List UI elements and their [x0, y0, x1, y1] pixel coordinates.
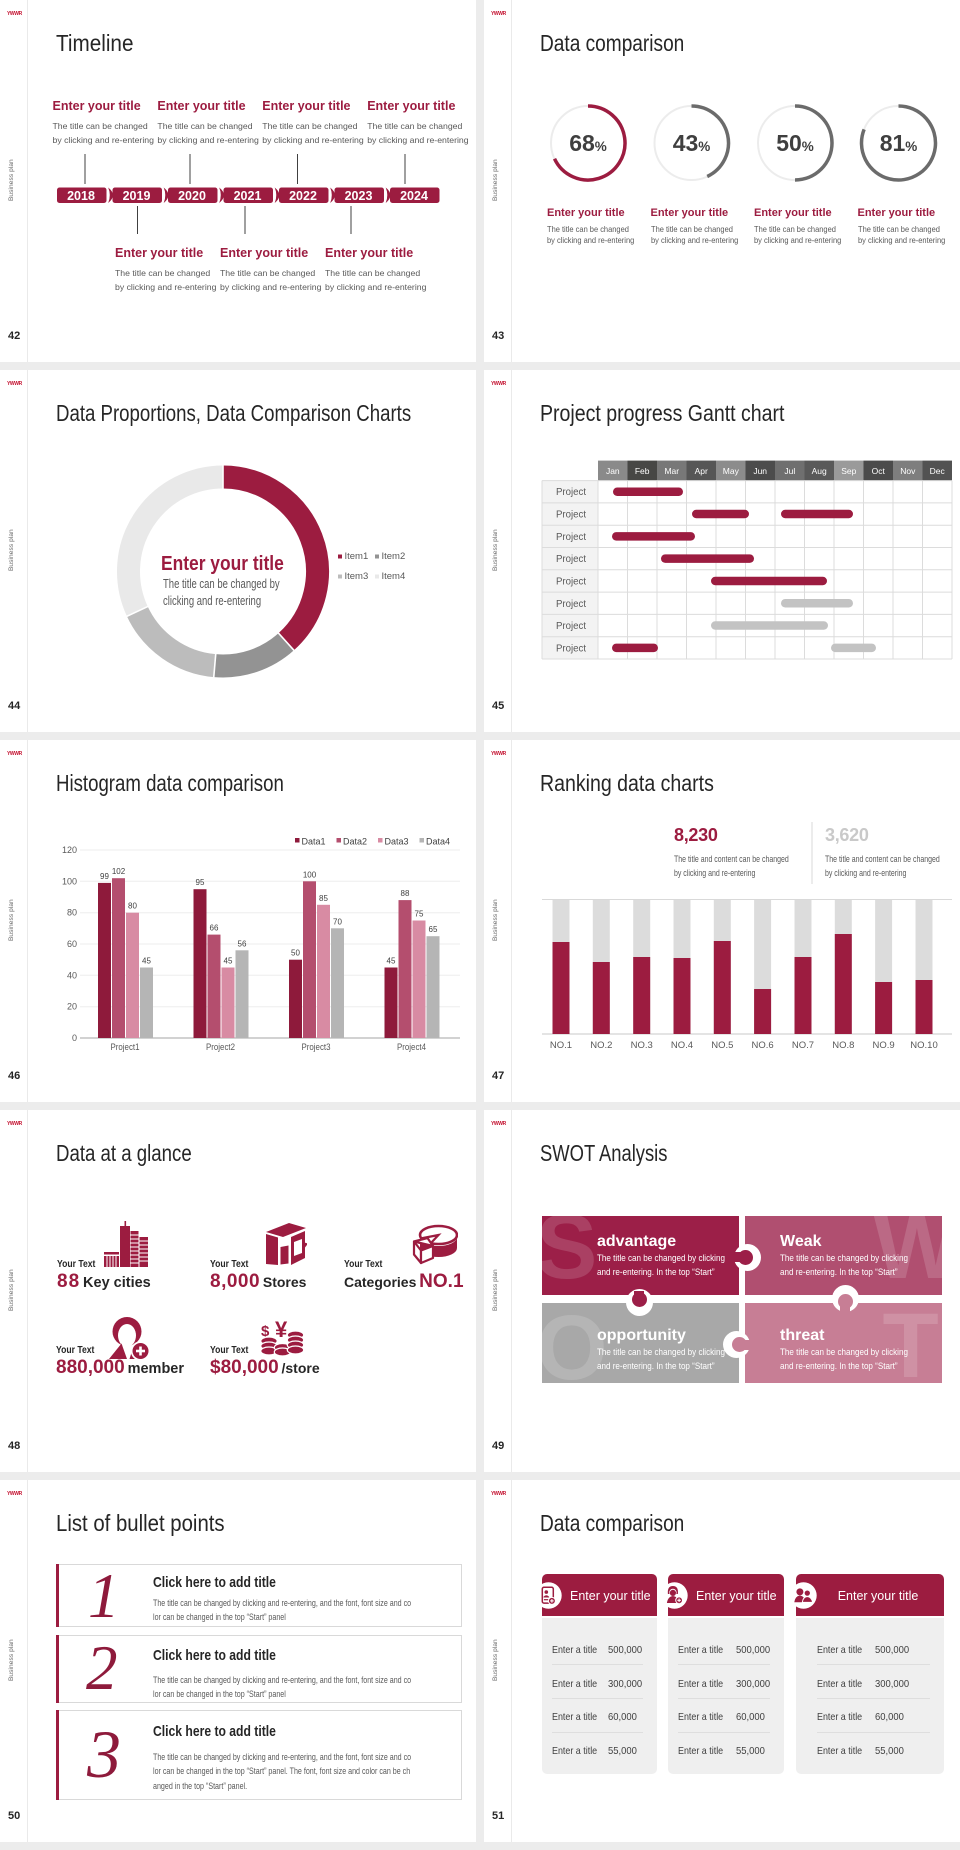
svg-text:May: May	[723, 466, 740, 476]
svg-text:100: 100	[303, 870, 317, 879]
svg-text:88: 88	[401, 889, 410, 898]
svg-text:80: 80	[128, 902, 137, 911]
svg-text:Sep: Sep	[841, 466, 856, 476]
svg-text:2018: 2018	[67, 189, 95, 203]
svg-text:Data3: Data3	[385, 837, 409, 847]
svg-text:120: 120	[62, 845, 77, 855]
svg-text:Project: Project	[556, 621, 586, 632]
svg-text:40: 40	[67, 970, 77, 980]
svg-text:Project2: Project2	[206, 1042, 235, 1053]
svg-text:45: 45	[142, 957, 151, 966]
svg-text:2019: 2019	[123, 189, 151, 203]
svg-text:Project4: Project4	[397, 1042, 426, 1053]
svg-text:NO.10: NO.10	[910, 1040, 937, 1051]
svg-text:Project: Project	[556, 577, 586, 588]
svg-text:2023: 2023	[345, 189, 373, 203]
svg-text:¥: ¥	[275, 1318, 288, 1342]
svg-text:75: 75	[415, 910, 424, 919]
svg-text:NO.7: NO.7	[792, 1040, 814, 1051]
svg-text:99: 99	[100, 872, 109, 881]
svg-text:NO.8: NO.8	[832, 1040, 854, 1051]
svg-text:Mar: Mar	[664, 466, 679, 476]
svg-text:100: 100	[62, 876, 77, 886]
svg-text:Jul: Jul	[784, 466, 795, 476]
svg-text:60: 60	[67, 939, 77, 949]
svg-text:NO.9: NO.9	[873, 1040, 895, 1051]
svg-text:NO.5: NO.5	[711, 1040, 733, 1051]
svg-text:NO.3: NO.3	[631, 1040, 653, 1051]
svg-text:Project: Project	[556, 510, 586, 521]
svg-text:NO.1: NO.1	[550, 1040, 572, 1051]
svg-text:20: 20	[67, 1002, 77, 1012]
svg-text:NO.4: NO.4	[671, 1040, 693, 1051]
svg-text:80: 80	[67, 908, 77, 918]
svg-text:66: 66	[210, 924, 219, 933]
svg-text:2024: 2024	[400, 189, 428, 203]
svg-text:Nov: Nov	[900, 466, 916, 476]
svg-text:Project: Project	[556, 599, 586, 610]
svg-text:Dec: Dec	[930, 466, 946, 476]
svg-text:Project: Project	[556, 487, 586, 498]
svg-text:NO.2: NO.2	[590, 1040, 612, 1051]
svg-text:Project1: Project1	[111, 1042, 140, 1053]
svg-text:45: 45	[224, 957, 233, 966]
svg-text:2021: 2021	[234, 189, 262, 203]
svg-text:56: 56	[238, 939, 247, 948]
svg-text:Project3: Project3	[302, 1042, 331, 1053]
svg-text:102: 102	[112, 867, 126, 876]
svg-text:Data2: Data2	[343, 837, 367, 847]
svg-text:95: 95	[196, 878, 205, 887]
svg-text:Data4: Data4	[426, 837, 450, 847]
svg-text:85: 85	[319, 894, 328, 903]
svg-text:NO.6: NO.6	[752, 1040, 774, 1051]
svg-text:Project: Project	[556, 643, 586, 654]
svg-text:Aug: Aug	[812, 466, 827, 476]
svg-text:50: 50	[291, 949, 300, 958]
svg-text:2022: 2022	[289, 189, 317, 203]
svg-text:2020: 2020	[178, 189, 206, 203]
svg-text:Jan: Jan	[606, 466, 620, 476]
svg-text:Jun: Jun	[753, 466, 767, 476]
svg-text:0: 0	[72, 1033, 77, 1043]
svg-text:Feb: Feb	[635, 466, 650, 476]
svg-text:Apr: Apr	[695, 466, 708, 476]
svg-text:$: $	[261, 1323, 270, 1340]
svg-text:Project: Project	[556, 532, 586, 543]
svg-text:45: 45	[387, 957, 396, 966]
svg-text:65: 65	[429, 925, 438, 934]
svg-text:70: 70	[333, 917, 342, 926]
svg-text:Oct: Oct	[872, 466, 886, 476]
svg-text:Data1: Data1	[302, 837, 326, 847]
svg-text:Project: Project	[556, 554, 586, 565]
